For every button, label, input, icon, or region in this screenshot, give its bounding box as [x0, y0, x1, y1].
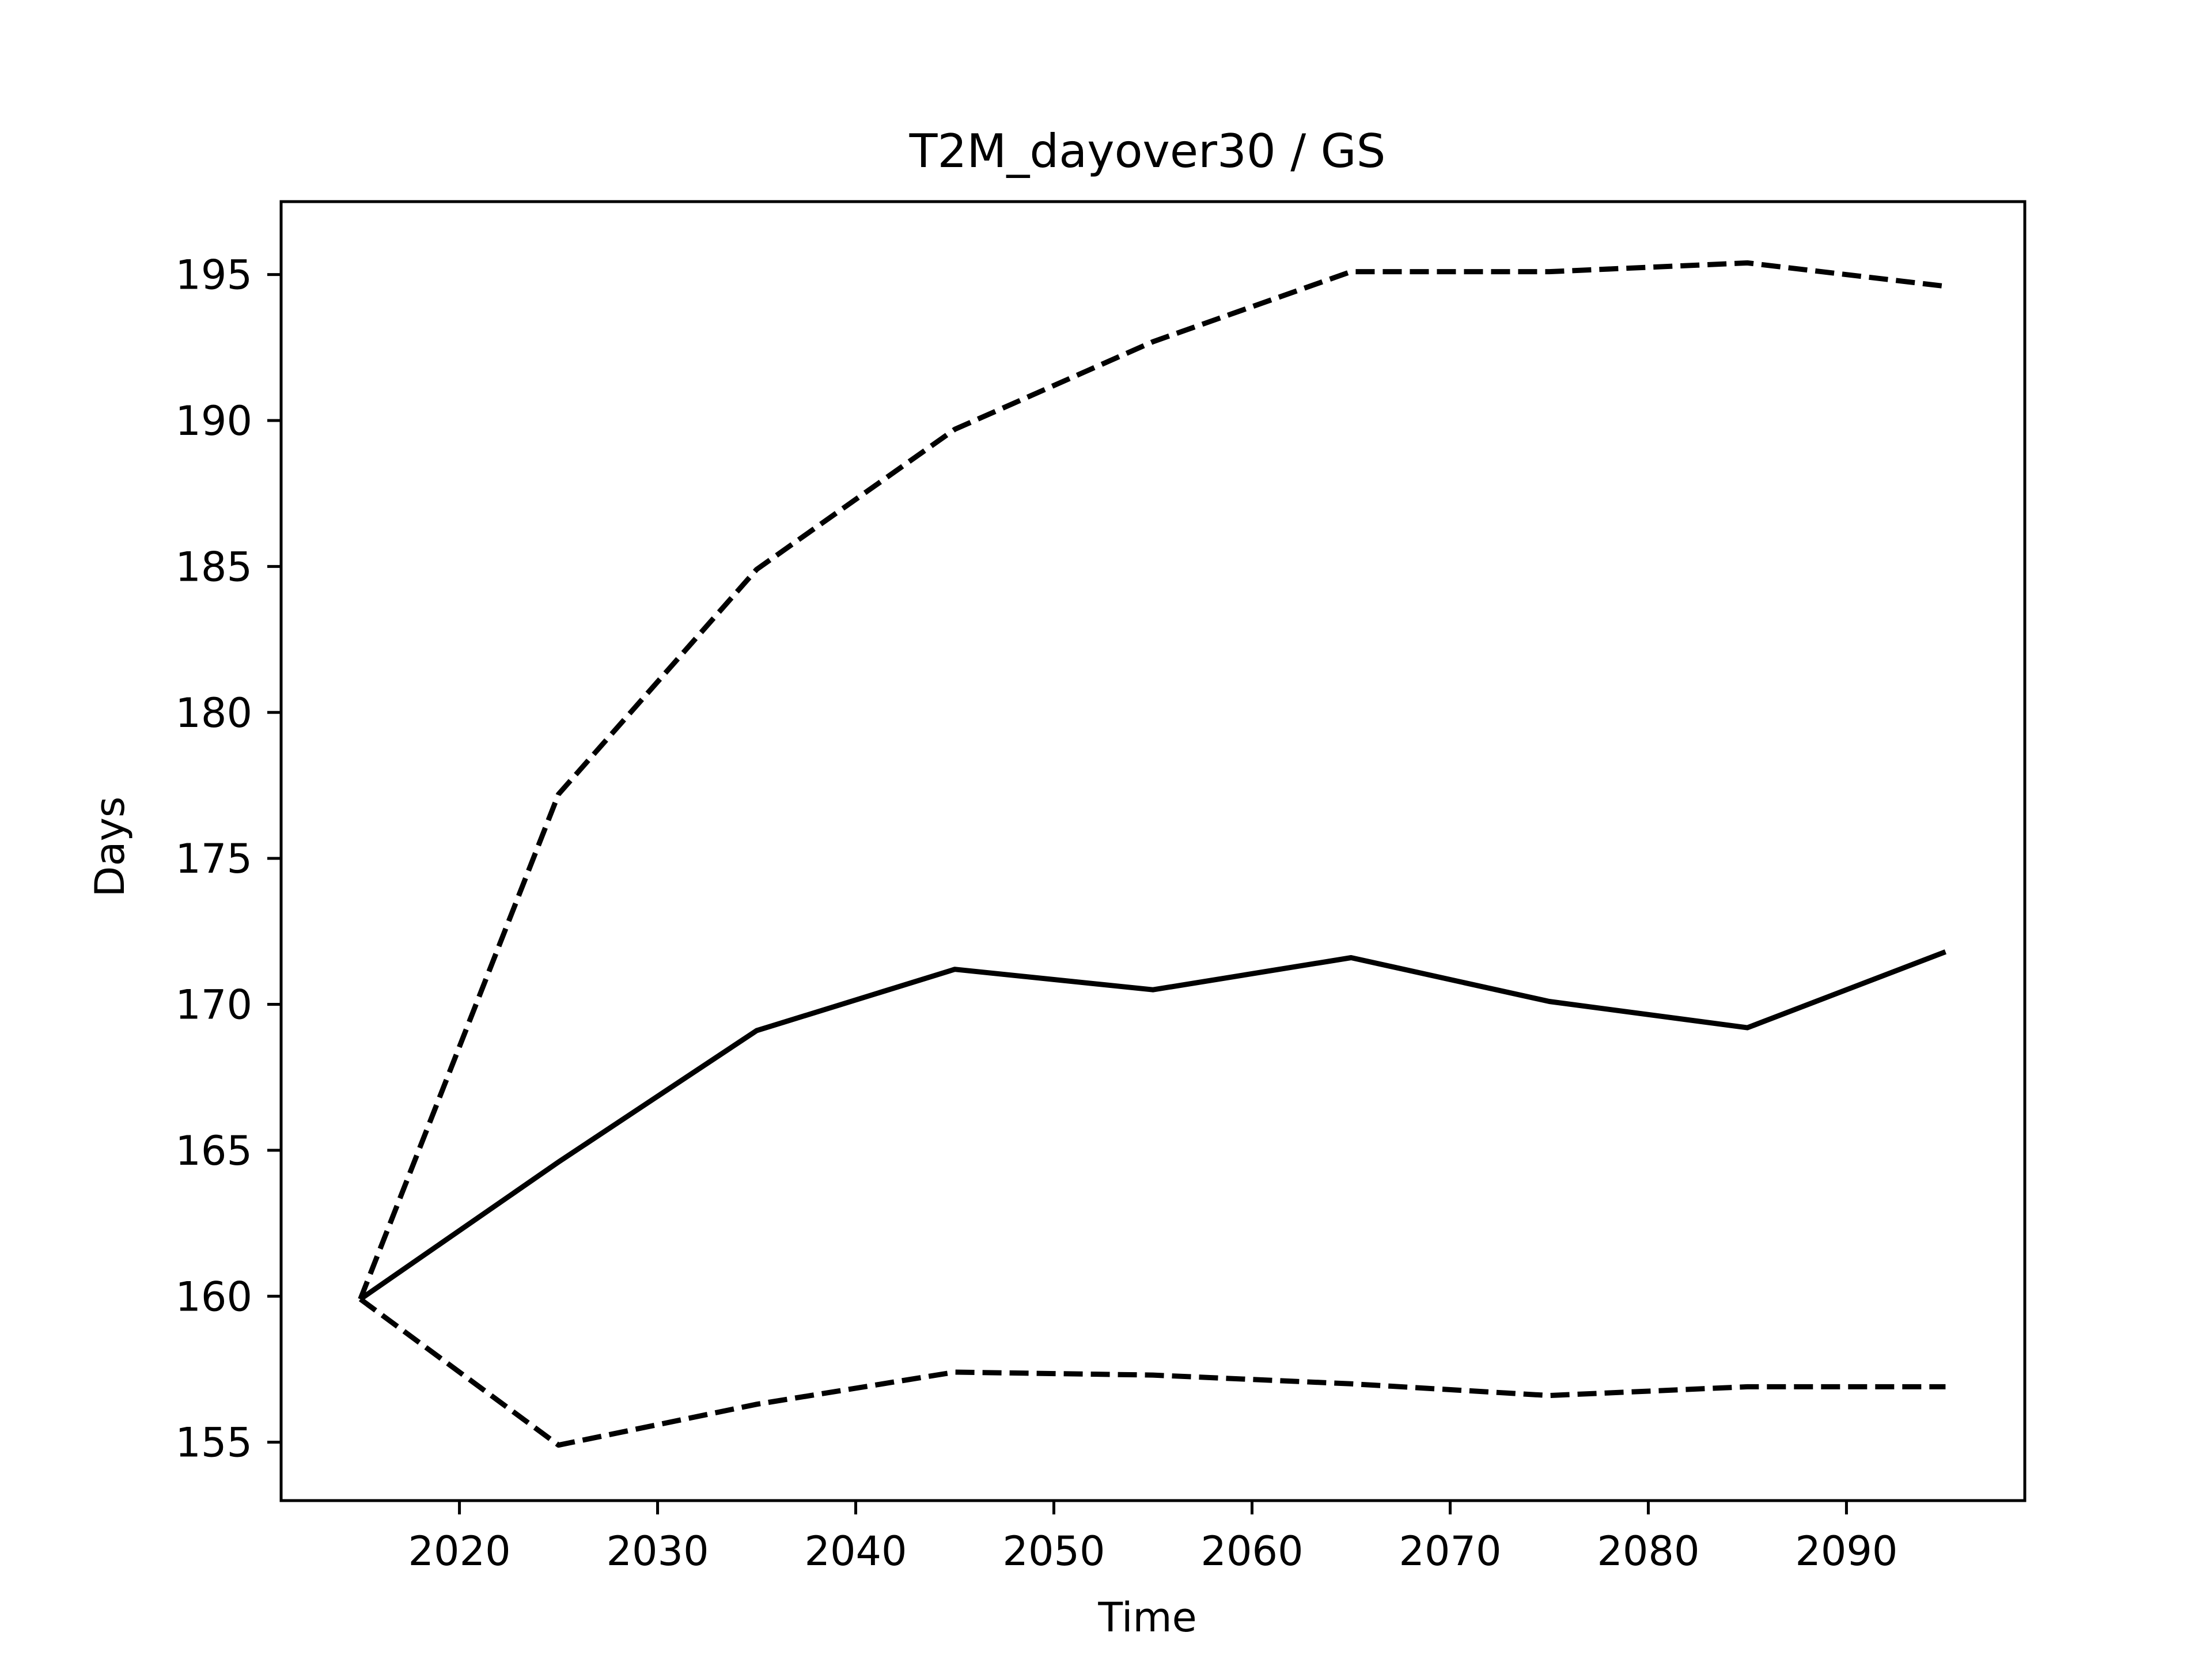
y-tick-label: 170 [175, 982, 252, 1029]
x-tick-label: 2030 [606, 1528, 709, 1575]
chart-title: T2M_dayover30 / GS [909, 124, 1386, 178]
series-layer [358, 260, 1947, 1448]
y-tick-label: 180 [175, 690, 252, 737]
x-tick-label: 2060 [1200, 1528, 1303, 1575]
x-axis-ticks: 2020 2030 2040 2050 2060 2070 2080 2090 [408, 1501, 1897, 1575]
y-tick-label: 155 [175, 1419, 252, 1467]
series-line-1 [358, 260, 1946, 1300]
series-line-0 [359, 949, 1947, 1302]
y-tick-label: 175 [175, 835, 252, 882]
y-axis-ticks: 155 160 165 170 175 180 185 190 195 [175, 252, 281, 1467]
x-tick-label: 2090 [1795, 1528, 1897, 1575]
y-tick-label: 190 [175, 397, 252, 445]
x-tick-label: 2020 [408, 1528, 511, 1575]
x-axis-label: Time [1097, 1594, 1196, 1641]
x-tick-label: 2040 [804, 1528, 907, 1575]
y-tick-label: 160 [175, 1273, 252, 1320]
x-tick-label: 2050 [1002, 1528, 1105, 1575]
y-tick-label: 195 [175, 252, 252, 299]
y-axis-label: Days [86, 797, 134, 897]
plot-frame [279, 200, 2027, 1502]
x-tick-label: 2080 [1597, 1528, 1699, 1575]
series-line-2 [358, 1297, 1946, 1448]
x-tick-label: 2070 [1399, 1528, 1501, 1575]
y-tick-label: 165 [175, 1127, 252, 1175]
y-tick-label: 185 [175, 543, 252, 590]
